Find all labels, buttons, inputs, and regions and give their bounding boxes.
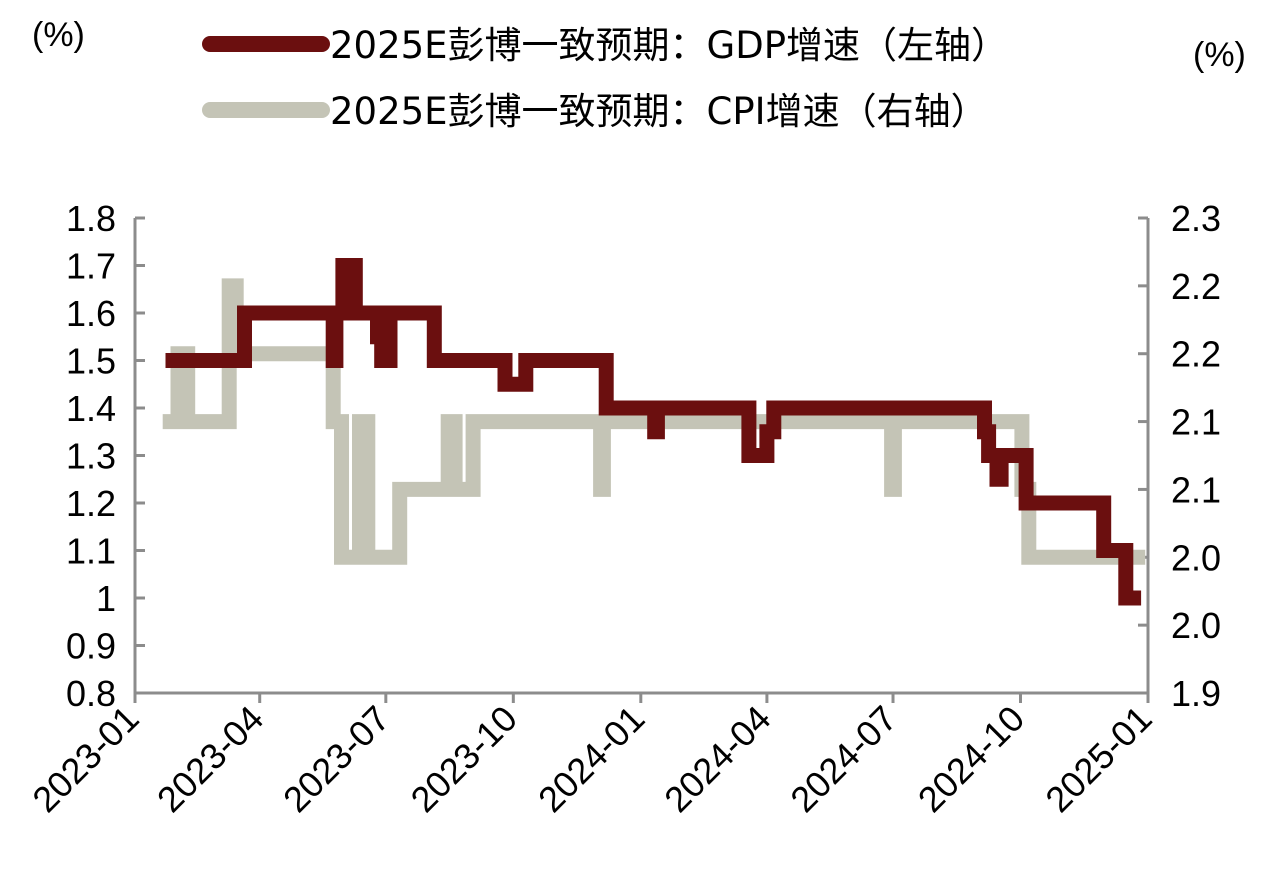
legend: 2025E彭博一致预期：GDP增速（左轴） 2025E彭博一致预期：CPI增速（右… xyxy=(202,24,1008,133)
left-axis-tick-label: 1.8 xyxy=(66,198,116,239)
right-axis-tick-label: 2.2 xyxy=(1171,266,1221,307)
legend-label-gdp: 2025E彭博一致预期：GDP增速（左轴） xyxy=(330,24,1008,67)
right-axis-tick-label: 2.1 xyxy=(1171,402,1221,443)
left-axis-tick-label: 1.2 xyxy=(66,483,116,524)
x-axis-tick-label: 2024-07 xyxy=(782,698,904,820)
cpi-series-line xyxy=(162,278,1146,565)
right-axis-tick-label: 2.2 xyxy=(1171,334,1221,375)
x-axis-tick-label: 2023-10 xyxy=(403,698,525,820)
right-axis-tick-label: 2.3 xyxy=(1171,198,1221,239)
left-axis-unit-label: (%) xyxy=(32,16,85,54)
x-axis-tick-label: 2023-01 xyxy=(24,698,146,820)
left-axis-tick-label: 1.1 xyxy=(66,531,116,572)
left-axis-tick-label: 1.6 xyxy=(66,293,116,334)
left-axis-tick-label: 1.5 xyxy=(66,341,116,382)
x-axis-tick-label: 2024-04 xyxy=(656,698,778,820)
legend-label-cpi: 2025E彭博一致预期：CPI增速（右轴） xyxy=(330,90,988,133)
x-axis-tick-label: 2024-01 xyxy=(530,698,652,820)
left-axis-tick-label: 1.4 xyxy=(66,388,116,429)
left-axis-tick-label: 1.3 xyxy=(66,436,116,477)
x-axis-tick-label: 2023-07 xyxy=(275,698,397,820)
right-axis-unit-label: (%) xyxy=(1193,36,1246,74)
left-axis-tick-label: 1.7 xyxy=(66,246,116,287)
right-axis-tick-label: 2.0 xyxy=(1171,605,1221,646)
series-lines xyxy=(162,258,1146,606)
right-axis-tick-label: 2.1 xyxy=(1171,469,1221,510)
right-axis-tick-label: 1.9 xyxy=(1171,673,1221,714)
left-axis-tick-label: 0.8 xyxy=(66,673,116,714)
right-axis-tick-label: 2.0 xyxy=(1171,537,1221,578)
x-axis-tick-label: 2024-10 xyxy=(910,698,1032,820)
gdp-series-line xyxy=(165,258,1142,606)
x-axis-tick-label: 2025-01 xyxy=(1037,698,1159,820)
left-axis-tick-label: 1 xyxy=(96,578,116,619)
left-axis-tick-label: 0.9 xyxy=(66,626,116,667)
x-axis-tick-label: 2023-04 xyxy=(149,698,271,820)
